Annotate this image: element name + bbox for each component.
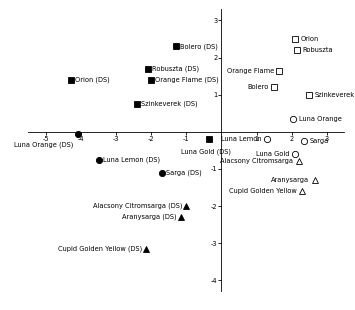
Text: Bolero (DS): Bolero (DS)	[180, 43, 218, 50]
Text: Luna Orange (DS): Luna Orange (DS)	[14, 141, 73, 148]
Text: Sarga: Sarga	[310, 138, 329, 144]
Text: Robuszta (DS): Robuszta (DS)	[152, 65, 199, 72]
Text: Szinkeverek (DS): Szinkeverek (DS)	[141, 101, 198, 107]
Text: Orange Flame: Orange Flame	[226, 68, 274, 73]
Text: Cupid Golden Yellow (DS): Cupid Golden Yellow (DS)	[58, 246, 142, 252]
Text: Alacsony Citromsarga (DS): Alacsony Citromsarga (DS)	[93, 203, 182, 209]
Text: Luna Gold: Luna Gold	[256, 151, 290, 157]
Text: Orion (DS): Orion (DS)	[75, 77, 109, 83]
Text: Orange Flame (DS): Orange Flame (DS)	[155, 77, 219, 83]
Text: Bolero: Bolero	[247, 84, 269, 90]
Text: Aranysarga (DS): Aranysarga (DS)	[122, 214, 177, 220]
Text: Szinkeverek: Szinkeverek	[315, 92, 355, 98]
Text: Alacsony Citromsarga: Alacsony Citromsarga	[220, 158, 293, 165]
Text: Aranysarga: Aranysarga	[271, 177, 309, 183]
Text: Sarga (DS): Sarga (DS)	[166, 169, 202, 176]
Text: Luna Lemon: Luna Lemon	[221, 136, 262, 142]
Text: Cupid Golden Yellow: Cupid Golden Yellow	[229, 188, 297, 194]
Text: Luna Gold (DS): Luna Gold (DS)	[181, 148, 231, 155]
Text: Luna Lemon (DS): Luna Lemon (DS)	[103, 156, 160, 163]
Text: Luna Orange: Luna Orange	[299, 116, 342, 122]
Text: Robuszta: Robuszta	[302, 47, 333, 53]
Text: Orion: Orion	[301, 36, 319, 42]
